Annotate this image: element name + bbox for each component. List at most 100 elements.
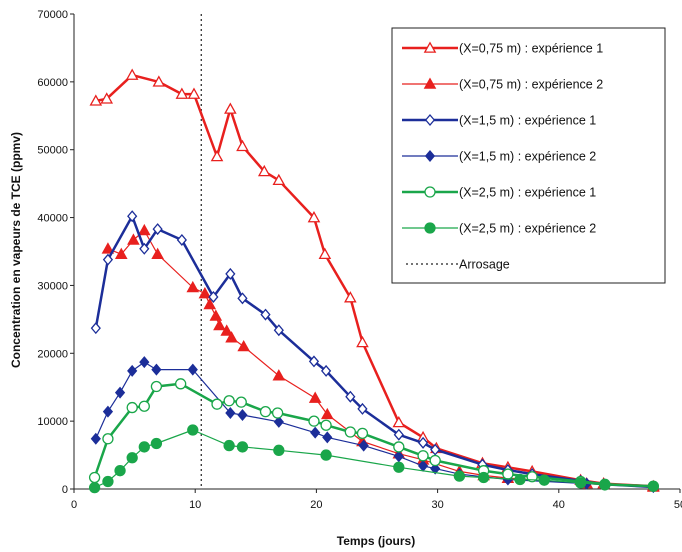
data-point <box>100 92 114 104</box>
legend-item: (X=0,75 m) : expérience 1 <box>402 41 603 56</box>
x-tick-label: 50 <box>674 499 682 511</box>
data-point <box>187 424 199 436</box>
data-point <box>102 405 114 418</box>
legend-marker <box>424 149 436 163</box>
legend-marker <box>423 41 437 53</box>
data-point <box>152 75 166 87</box>
data-point <box>237 339 250 352</box>
data-point <box>357 402 368 415</box>
axes: 0 10000 20000 30000 40000 50000 60000 70000 0 10 2… <box>37 9 682 511</box>
data-point <box>151 247 164 260</box>
data-point <box>209 309 223 321</box>
data-point <box>235 396 247 408</box>
legend-item: (X=2,5 m) : expérience 2 <box>402 222 596 236</box>
data-point <box>538 474 550 486</box>
data-point <box>320 364 332 377</box>
data-point <box>502 468 514 480</box>
data-point <box>393 450 404 463</box>
data-point <box>210 149 224 162</box>
data-point <box>102 475 114 488</box>
data-point <box>237 409 248 422</box>
data-point <box>393 428 404 441</box>
data-point <box>271 407 284 419</box>
data-point <box>308 415 320 427</box>
y-tick-label: 40000 <box>37 213 68 225</box>
data-point <box>430 462 441 475</box>
data-point <box>308 391 322 403</box>
data-point <box>225 406 236 420</box>
data-point <box>393 441 405 453</box>
legend-label: (X=2,5 m) : expérience 1 <box>459 186 596 200</box>
data-point <box>211 398 223 410</box>
legend-item: (X=1,5 m) : expérience 2 <box>402 150 596 164</box>
data-point <box>318 247 332 260</box>
data-point <box>599 479 611 491</box>
data-point <box>102 433 114 445</box>
data-point <box>417 436 429 449</box>
y-tick-label: 10000 <box>37 416 68 428</box>
legend-item: (X=2,5 m) : expérience 1 <box>402 186 596 200</box>
data-point <box>320 449 332 461</box>
data-point <box>478 471 490 484</box>
data-point <box>392 415 406 428</box>
data-point <box>187 363 198 376</box>
data-point <box>273 415 284 428</box>
data-point <box>88 481 101 494</box>
legend-label: (X=1,5 m) : expérience 1 <box>459 114 596 128</box>
legend-marker <box>423 77 437 89</box>
data-point <box>236 441 249 453</box>
x-tick-label: 30 <box>431 499 443 511</box>
data-point <box>90 322 101 335</box>
data-point <box>272 173 286 186</box>
legend-item: (X=1,5 m) : expérience 1 <box>402 114 596 128</box>
data-point <box>310 426 321 439</box>
legend-item: (X=0,75 m) : expérience 2 <box>402 77 603 92</box>
data-point <box>114 386 126 399</box>
series-line <box>107 229 654 488</box>
data-point <box>514 473 526 486</box>
y-tick-label: 50000 <box>37 145 68 157</box>
data-point <box>356 427 369 440</box>
x-tick-label: 40 <box>553 499 565 511</box>
data-point <box>345 390 356 403</box>
data-point <box>322 431 333 444</box>
data-point <box>344 426 356 438</box>
data-point <box>220 324 234 336</box>
data-point <box>356 335 369 348</box>
data-point <box>138 441 150 453</box>
data-point <box>187 87 201 99</box>
legend-label: (X=0,75 m) : expérience 2 <box>459 78 603 92</box>
data-point <box>89 94 103 106</box>
data-point <box>150 380 163 393</box>
data-point <box>236 139 249 152</box>
data-point <box>223 439 235 452</box>
data-point <box>259 405 272 418</box>
data-point <box>429 454 441 467</box>
series-4 <box>90 356 659 493</box>
data-point <box>307 211 321 223</box>
data-point <box>137 223 151 236</box>
y-tick-label: 60000 <box>37 77 68 89</box>
data-point <box>417 450 429 462</box>
data-point <box>88 471 101 484</box>
series-5 <box>88 378 659 492</box>
legend: (X=0,75 m) : expérience 1 (X=0,75 m) : ex… <box>391 27 666 284</box>
data-point <box>152 223 163 236</box>
data-point <box>647 480 659 492</box>
series-6 <box>88 424 659 494</box>
legend-marker <box>424 222 436 234</box>
data-point <box>125 68 139 80</box>
data-point <box>393 461 405 473</box>
data-point <box>321 407 334 420</box>
data-point <box>126 401 138 414</box>
data-point <box>186 280 200 293</box>
series-line <box>95 73 654 488</box>
data-point <box>126 452 138 464</box>
legend-label: (X=1,5 m) : expérience 2 <box>459 150 596 164</box>
data-point <box>237 292 248 305</box>
data-point <box>102 253 114 266</box>
legend-marker <box>424 186 436 198</box>
data-point <box>139 242 150 255</box>
data-point <box>358 439 369 452</box>
